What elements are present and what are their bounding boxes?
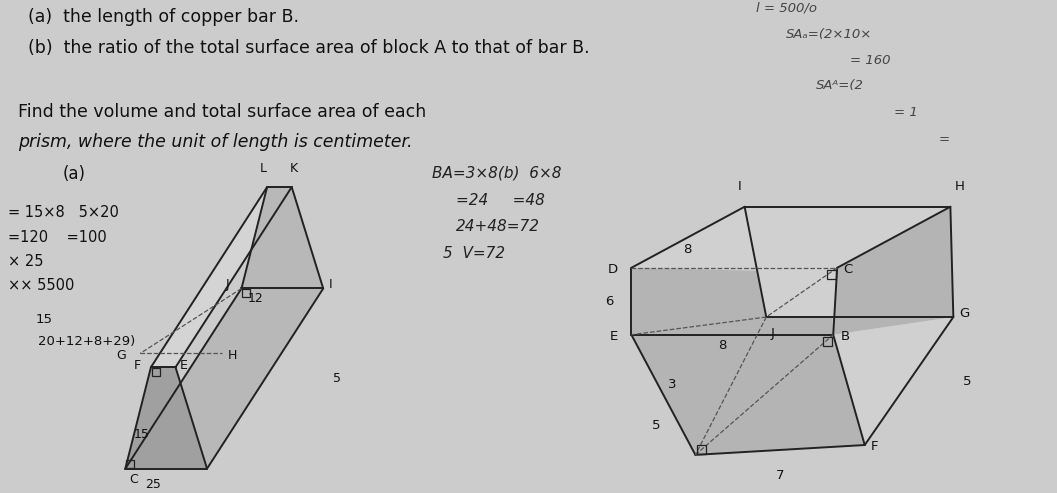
Text: 6: 6 (606, 295, 614, 308)
Text: 20+12+8+29): 20+12+8+29) (38, 335, 135, 348)
Text: H: H (954, 180, 964, 193)
Text: (a)  the length of copper bar B.: (a) the length of copper bar B. (27, 8, 299, 26)
Text: =: = (939, 133, 949, 146)
Text: E: E (180, 359, 187, 372)
Polygon shape (744, 207, 953, 317)
Text: F: F (134, 359, 141, 372)
Text: I: I (738, 180, 742, 193)
Text: F: F (871, 440, 878, 454)
Polygon shape (631, 268, 833, 335)
Text: 3: 3 (668, 379, 676, 391)
Text: 15: 15 (133, 428, 149, 441)
Text: J: J (226, 278, 229, 291)
Polygon shape (151, 187, 292, 367)
Text: 8: 8 (683, 243, 691, 256)
Text: × 25: × 25 (8, 254, 43, 269)
Text: Find the volume and total surface area of each: Find the volume and total surface area o… (18, 104, 426, 121)
Text: 5: 5 (963, 375, 971, 387)
Bar (152, 368, 160, 376)
Bar (242, 289, 251, 297)
Text: J: J (771, 327, 774, 340)
Text: l = 500/o: l = 500/o (757, 2, 817, 15)
Bar (126, 460, 134, 468)
Polygon shape (241, 187, 323, 288)
Text: D: D (608, 263, 617, 276)
Text: (a): (a) (62, 166, 86, 183)
Polygon shape (833, 207, 953, 335)
Text: 5: 5 (333, 372, 341, 385)
Text: G: G (116, 349, 126, 362)
Text: C: C (129, 473, 138, 486)
Text: = 160: = 160 (850, 54, 890, 67)
Text: H: H (227, 349, 237, 362)
Bar (698, 445, 706, 454)
Bar (828, 270, 836, 279)
Text: I: I (329, 278, 333, 291)
Text: G: G (960, 307, 969, 319)
Polygon shape (126, 288, 323, 469)
Text: 7: 7 (776, 469, 784, 482)
Text: (b)  the ratio of the total surface area of block A to that of bar B.: (b) the ratio of the total surface area … (27, 39, 590, 57)
Text: SAᴬ=(2: SAᴬ=(2 (816, 79, 864, 92)
Text: = 1: = 1 (894, 106, 919, 119)
Text: =120    =100: =120 =100 (8, 230, 107, 246)
Text: 5: 5 (652, 419, 661, 432)
Text: C: C (843, 263, 852, 276)
Text: 25: 25 (145, 479, 161, 492)
Polygon shape (631, 335, 865, 455)
Text: =24     =48: =24 =48 (457, 193, 545, 208)
Text: L: L (260, 162, 266, 175)
Text: BA=3×8(b)  6×8: BA=3×8(b) 6×8 (431, 166, 561, 180)
Text: SAₐ=(2×10×: SAₐ=(2×10× (786, 28, 872, 40)
Polygon shape (833, 317, 953, 445)
Bar (823, 337, 832, 346)
Polygon shape (126, 367, 207, 469)
Text: 5  V=72: 5 V=72 (443, 246, 505, 261)
Text: = 15×8   5×20: = 15×8 5×20 (8, 205, 119, 220)
Text: 15: 15 (36, 313, 53, 326)
Text: E: E (609, 330, 617, 343)
Text: ×× 5500: ×× 5500 (8, 278, 75, 293)
Text: 12: 12 (247, 292, 263, 306)
Text: 24+48=72: 24+48=72 (457, 218, 540, 234)
Polygon shape (631, 207, 950, 268)
Text: prism, where the unit of length is centimeter.: prism, where the unit of length is centi… (18, 133, 412, 151)
Text: B: B (841, 330, 850, 343)
Text: K: K (290, 162, 298, 175)
Text: 8: 8 (718, 339, 726, 352)
